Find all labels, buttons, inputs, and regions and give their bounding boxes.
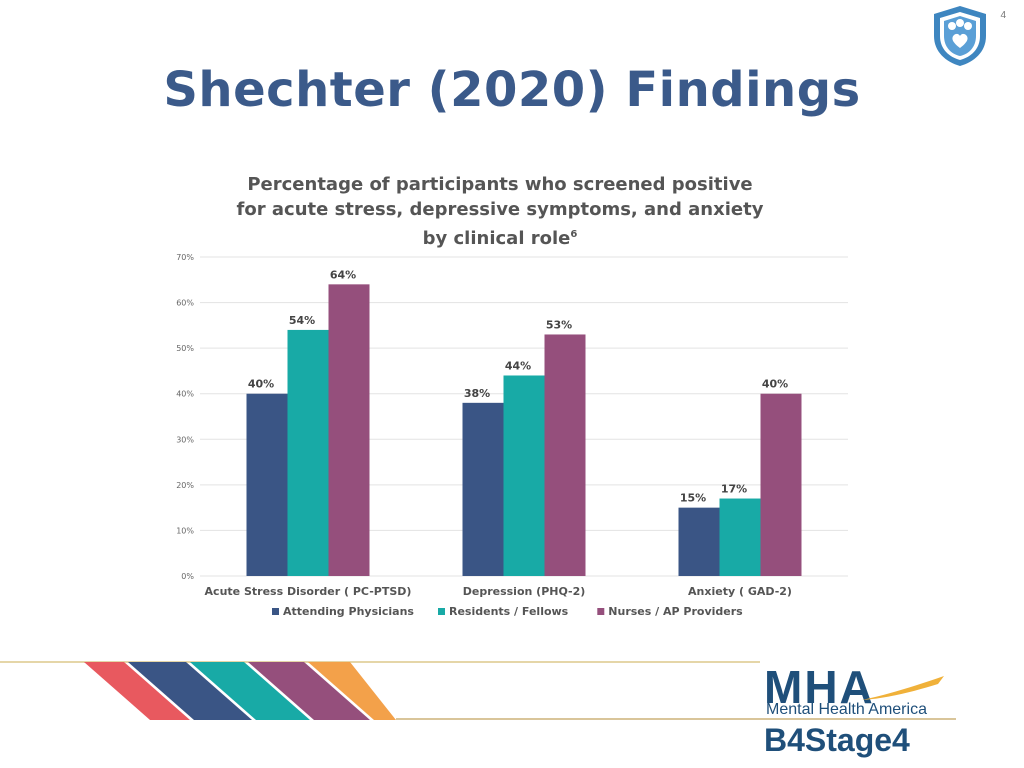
page-number: 4	[1000, 10, 1006, 21]
y-tick-label: 20%	[176, 481, 194, 490]
y-tick-label: 50%	[176, 344, 194, 353]
x-category-label: Anxiety ( GAD-2)	[688, 585, 792, 598]
bar	[246, 393, 288, 576]
data-label: 44%	[505, 359, 531, 372]
legend-label: Nurses / AP Providers	[608, 605, 743, 618]
footer-rule	[0, 661, 760, 663]
data-label: 64%	[330, 268, 356, 281]
bars	[246, 284, 802, 576]
bar-chart: 40% 54% 64% 38% 44% 53% 15% 17% 40% 0% 10% 20% 30% 4…	[176, 253, 848, 618]
data-label: 17%	[721, 483, 747, 496]
y-tick-label: 30%	[176, 435, 194, 444]
y-tick-label: 70%	[176, 253, 194, 262]
axis-labels: 0% 10% 20% 30% 40% 50% 60% 70% Acute Stress Diso…	[176, 253, 792, 598]
mha-logo: MHA Mental Health America B4Stage4	[764, 660, 954, 764]
data-label: 40%	[248, 378, 274, 391]
data-label: 54%	[289, 314, 315, 327]
bar	[760, 393, 802, 576]
legend-swatch	[438, 608, 445, 615]
y-tick-label: 60%	[176, 299, 194, 308]
y-tick-label: 0%	[181, 572, 194, 581]
decorative-stripes	[84, 662, 396, 720]
legend-swatch	[272, 608, 279, 615]
data-label: 53%	[546, 318, 572, 331]
swoosh-icon	[862, 676, 944, 700]
data-label: 15%	[680, 492, 706, 505]
bar	[287, 329, 329, 576]
footer-rule-lower	[396, 718, 956, 720]
legend: Attending Physicians Residents / Fellows N…	[272, 605, 743, 618]
bar	[544, 334, 586, 576]
bar	[462, 402, 504, 576]
x-category-label: Acute Stress Disorder ( PC-PTSD)	[205, 585, 412, 598]
legend-label: Residents / Fellows	[449, 605, 569, 618]
data-label: 38%	[464, 387, 490, 400]
data-labels: 40% 54% 64% 38% 44% 53% 15% 17% 40%	[248, 268, 788, 504]
y-tick-label: 10%	[176, 526, 194, 535]
shield-heart-icon	[934, 6, 986, 66]
y-tick-label: 40%	[176, 390, 194, 399]
legend-label: Attending Physicians	[283, 605, 414, 618]
bar	[503, 375, 545, 576]
data-label: 40%	[762, 378, 788, 391]
slide-title: Shechter (2020) Findings	[163, 62, 861, 118]
bar	[678, 507, 720, 576]
x-category-label: Depression (PHQ-2)	[463, 585, 586, 598]
legend-swatch	[597, 608, 605, 615]
logo-tagline: Mental Health America	[766, 701, 927, 718]
citation-superscript: 6	[570, 229, 578, 240]
bar	[719, 498, 761, 576]
chart-title-text: Percentage of participants who screened …	[236, 174, 764, 249]
logo-mark: MHA	[764, 661, 875, 713]
bar	[328, 284, 370, 576]
chart-title: Percentage of participants who screened …	[230, 172, 770, 251]
logo-program: B4Stage4	[764, 722, 910, 758]
